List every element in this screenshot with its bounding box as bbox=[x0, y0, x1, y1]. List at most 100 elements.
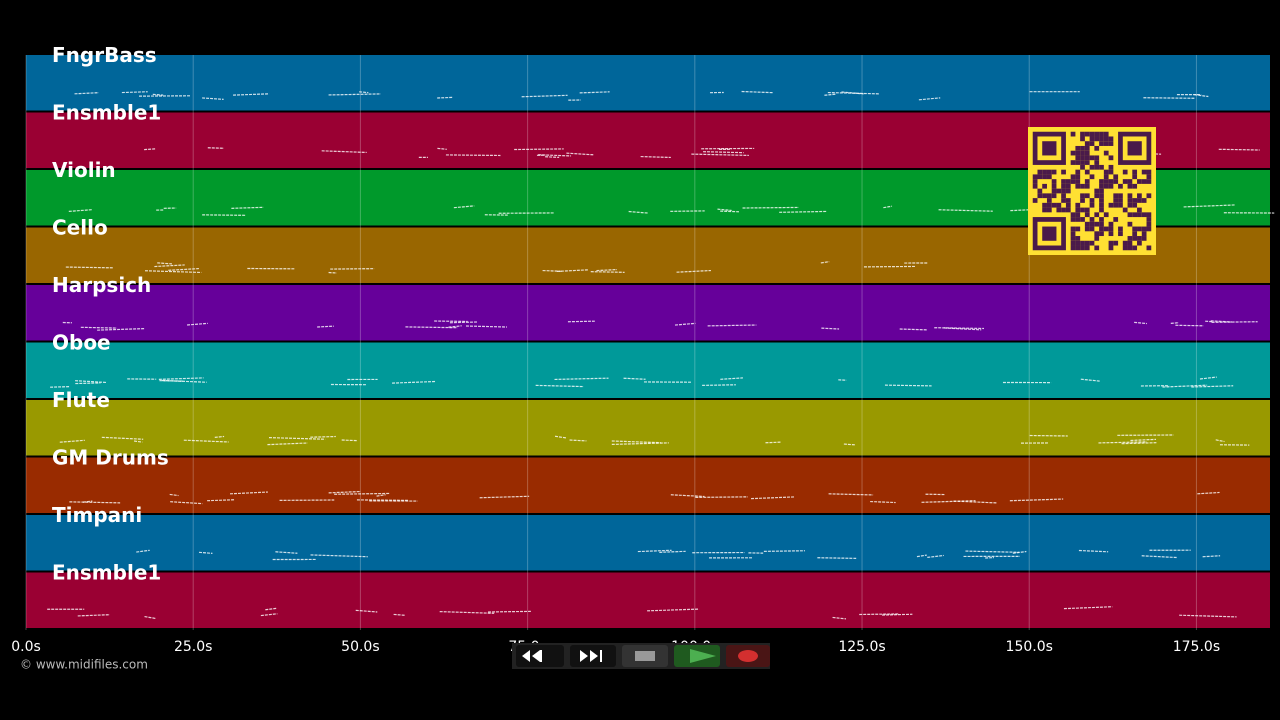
qr-module bbox=[1127, 245, 1133, 251]
note-trace bbox=[927, 554, 944, 558]
qr-module bbox=[1080, 160, 1085, 165]
qr-module bbox=[1080, 240, 1085, 246]
tick-label: 150.0s bbox=[1006, 639, 1053, 655]
qr-module bbox=[1065, 207, 1071, 213]
note-trace bbox=[916, 554, 927, 558]
qr-module bbox=[1089, 226, 1095, 232]
note-trace bbox=[883, 205, 893, 209]
qr-finder bbox=[1127, 141, 1142, 156]
qr-module bbox=[1099, 226, 1104, 232]
qr-module bbox=[1089, 221, 1095, 227]
qr-module bbox=[1122, 240, 1128, 246]
qr-module bbox=[1075, 179, 1081, 184]
qr-module bbox=[1080, 164, 1085, 170]
qr-module bbox=[1046, 193, 1052, 199]
note-trace bbox=[623, 377, 646, 380]
qr-module bbox=[1094, 193, 1100, 199]
qr-module bbox=[1075, 150, 1081, 156]
qr-module bbox=[1032, 179, 1038, 184]
note-trace bbox=[832, 616, 847, 620]
qr-module bbox=[1061, 207, 1066, 213]
qr-module bbox=[1051, 169, 1057, 175]
qr-module bbox=[1141, 226, 1147, 232]
note-trace bbox=[317, 325, 334, 328]
qr-module bbox=[1094, 231, 1100, 237]
note-trace bbox=[207, 499, 235, 502]
qr-module bbox=[1094, 160, 1100, 165]
note-trace bbox=[59, 439, 85, 443]
track-lane bbox=[26, 457, 1270, 513]
qr-module bbox=[1037, 188, 1043, 194]
grid bbox=[25, 55, 1197, 630]
qr-module bbox=[1089, 217, 1095, 222]
qr-module bbox=[1103, 183, 1109, 189]
forward-button[interactable] bbox=[570, 645, 616, 667]
note-trace bbox=[1162, 384, 1208, 388]
qr-module bbox=[1070, 245, 1076, 251]
track-label: Flute bbox=[52, 388, 110, 412]
tick-label: 175.0s bbox=[1173, 639, 1220, 655]
qr-module bbox=[1065, 179, 1071, 184]
qr-module bbox=[1075, 145, 1081, 151]
note-trace bbox=[479, 495, 530, 499]
note-trace bbox=[465, 325, 507, 328]
note-trace bbox=[567, 320, 595, 323]
note-trace bbox=[579, 91, 610, 94]
qr-module bbox=[1132, 198, 1138, 203]
record-button[interactable] bbox=[726, 645, 770, 667]
note-trace bbox=[554, 377, 609, 381]
note-trace bbox=[751, 496, 795, 500]
qr-module bbox=[1084, 226, 1090, 232]
note-trace bbox=[921, 500, 976, 503]
tick-label: 125.0s bbox=[838, 639, 885, 655]
note-trace bbox=[101, 436, 144, 440]
note-trace bbox=[611, 440, 661, 444]
note-trace bbox=[590, 271, 625, 273]
note-trace bbox=[144, 148, 156, 151]
qr-module bbox=[1094, 212, 1100, 218]
note-trace bbox=[1080, 378, 1100, 382]
qr-module bbox=[1070, 179, 1076, 184]
note-trace bbox=[717, 208, 732, 212]
qr-module bbox=[1099, 136, 1104, 142]
note-trace bbox=[899, 328, 928, 331]
qr-module bbox=[1065, 198, 1071, 203]
qr-module bbox=[1146, 179, 1152, 184]
note-trace bbox=[542, 269, 562, 272]
qr-module bbox=[1089, 240, 1095, 246]
qr-module bbox=[1141, 169, 1147, 175]
stop-button[interactable] bbox=[622, 645, 668, 667]
qr-module bbox=[1113, 193, 1119, 199]
note-trace bbox=[884, 384, 932, 387]
qr-module bbox=[1141, 198, 1147, 203]
note-trace bbox=[334, 492, 390, 495]
qr-module bbox=[1080, 198, 1085, 203]
rewind-button[interactable] bbox=[516, 645, 564, 667]
track-label: Harpsich bbox=[52, 273, 151, 297]
qr-module bbox=[1046, 169, 1052, 175]
play-button[interactable] bbox=[674, 645, 720, 667]
note-trace bbox=[376, 494, 386, 497]
note-trace bbox=[50, 386, 70, 388]
qr-module bbox=[1094, 245, 1100, 251]
qr-module bbox=[1061, 193, 1066, 199]
track-label: Ensmble1 bbox=[52, 101, 161, 125]
qr-module bbox=[1080, 136, 1085, 142]
qr-module bbox=[1075, 174, 1081, 180]
qr-module bbox=[1103, 179, 1109, 184]
qr-module bbox=[1075, 160, 1081, 165]
note-trace bbox=[817, 557, 857, 559]
qr-module bbox=[1084, 141, 1090, 146]
qr-module bbox=[1122, 169, 1128, 175]
qr-module bbox=[1094, 236, 1100, 241]
note-trace bbox=[445, 154, 501, 157]
note-trace bbox=[670, 494, 705, 498]
qr-module bbox=[1127, 236, 1133, 241]
note-trace bbox=[640, 155, 671, 159]
qr-module bbox=[1099, 188, 1104, 194]
qr-module bbox=[1094, 136, 1100, 142]
note-trace bbox=[488, 610, 531, 613]
qr-module bbox=[1118, 193, 1123, 199]
qr-module bbox=[1056, 202, 1062, 208]
qr-module bbox=[1103, 212, 1109, 218]
